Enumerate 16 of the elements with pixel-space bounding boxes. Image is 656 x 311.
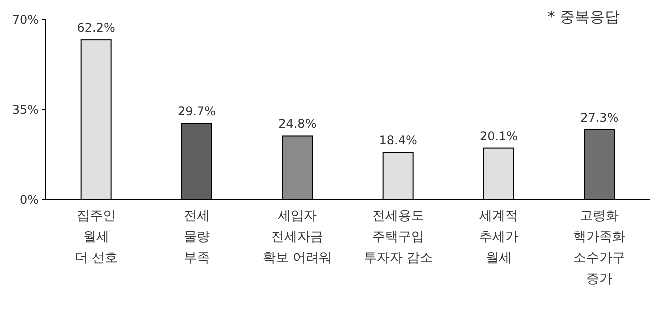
y-tick-label: 0%	[20, 193, 39, 207]
data-label: 27.3%	[580, 110, 619, 125]
x-tick-label: 고령화 핵가족화 소수가구 증가	[574, 209, 626, 287]
x-tick-label: 세계적 추세가 월세	[480, 209, 518, 266]
x-tick-label: 집주인 월세 더 선호	[74, 209, 118, 266]
x-tick-label: 전세용도 주택구입 투자자 감소	[364, 209, 433, 266]
data-label: 24.8%	[278, 117, 317, 132]
x-tick-label: 전세 물량 부족	[184, 209, 210, 266]
y-tick-label: 35%	[12, 103, 39, 117]
data-label: 29.7%	[178, 104, 216, 119]
data-label: 62.2%	[77, 21, 116, 36]
data-label: 20.1%	[480, 129, 518, 144]
data-label: 18.4%	[379, 134, 418, 148]
y-tick-label: 70%	[12, 13, 39, 27]
annotation: * 중복응답	[548, 8, 620, 26]
x-tick-label: 세입자 전세자금 확보 어려워	[263, 209, 332, 266]
